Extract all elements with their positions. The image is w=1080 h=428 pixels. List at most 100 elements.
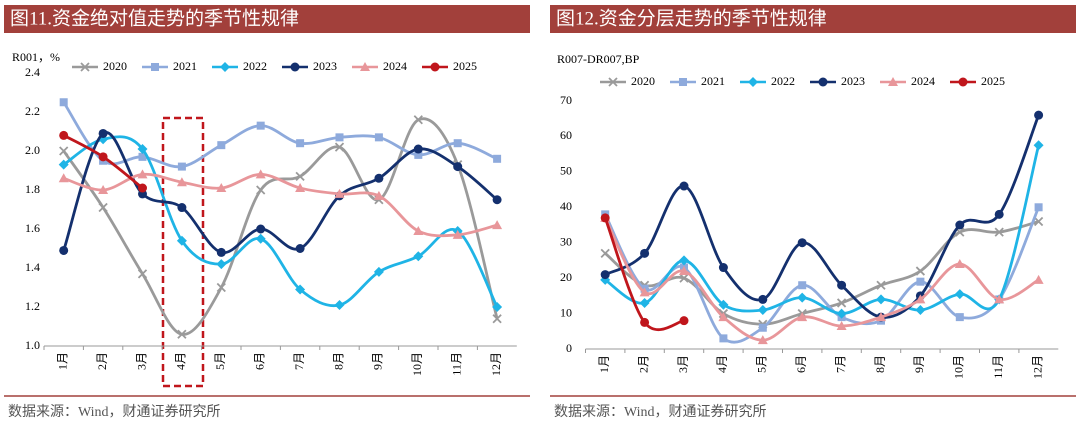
marker — [255, 233, 266, 244]
marker — [360, 62, 370, 71]
marker — [290, 62, 300, 72]
series-line — [604, 114, 1040, 319]
marker — [216, 247, 226, 257]
marker — [837, 280, 847, 290]
title-bar — [550, 5, 1076, 33]
marker — [137, 144, 148, 155]
x-tick-label: 1月 — [597, 355, 611, 373]
x-tick-label: 8月 — [873, 355, 887, 373]
marker — [679, 266, 689, 276]
marker — [256, 121, 265, 130]
y-axis-label: R007-DR007,BP — [557, 52, 640, 66]
x-tick-label: 5月 — [213, 352, 227, 370]
series-line — [603, 217, 1040, 342]
legend-label: 2022 — [243, 59, 267, 73]
marker — [640, 317, 650, 327]
x-tick-label: 6月 — [794, 355, 808, 373]
marker — [600, 248, 610, 258]
x-tick-label: 6月 — [252, 352, 266, 370]
marker — [414, 150, 423, 159]
x-tick-label: 9月 — [371, 352, 385, 370]
y-tick-label: 2.2 — [25, 104, 40, 118]
marker — [797, 312, 808, 322]
marker — [335, 133, 344, 142]
marker — [255, 169, 266, 179]
marker — [295, 171, 305, 181]
title-bar — [4, 5, 530, 33]
marker — [98, 152, 108, 162]
marker — [493, 154, 502, 163]
marker — [216, 259, 227, 270]
marker — [798, 281, 807, 290]
marker — [958, 77, 968, 87]
y-tick-label: 1.2 — [25, 299, 40, 313]
marker — [797, 292, 808, 303]
marker — [413, 225, 424, 235]
y-tick-label: 30 — [560, 234, 572, 248]
marker — [876, 312, 886, 322]
marker — [374, 133, 383, 142]
y-tick-label: 1.0 — [25, 338, 40, 352]
legend-label: 2020 — [631, 74, 655, 88]
marker — [216, 183, 227, 193]
marker — [137, 169, 148, 179]
chart-title: 图11.资金绝对值走势的季节性规律 — [10, 7, 299, 29]
marker — [1034, 110, 1044, 120]
marker — [98, 202, 108, 213]
x-tick-label: 3月 — [676, 355, 690, 373]
marker — [718, 299, 729, 310]
x-tick-label: 4月 — [174, 352, 188, 370]
marker — [374, 173, 384, 183]
marker — [758, 323, 767, 332]
marker — [994, 227, 1004, 237]
marker — [492, 220, 503, 230]
legend-label: 2023 — [841, 74, 865, 88]
marker — [954, 258, 965, 268]
marker — [600, 270, 610, 280]
x-tick-label: 12月 — [489, 352, 503, 376]
y-tick-label: 2.0 — [25, 143, 40, 157]
marker — [256, 224, 266, 234]
marker — [176, 235, 187, 246]
x-tick-label: 4月 — [715, 355, 729, 373]
x-tick-label: 11月 — [991, 355, 1005, 379]
marker — [679, 255, 689, 266]
legend-label: 2024 — [911, 74, 935, 88]
marker — [492, 314, 502, 324]
x-tick-label: 2月 — [95, 352, 109, 370]
marker — [888, 77, 898, 86]
y-tick-label: 1.6 — [25, 221, 40, 235]
legend-label: 2021 — [701, 74, 725, 88]
marker — [98, 128, 108, 138]
marker — [296, 139, 305, 148]
marker — [295, 244, 305, 253]
y-tick-label: 2.4 — [25, 65, 40, 79]
marker — [818, 77, 828, 87]
marker — [639, 297, 650, 308]
x-tick-label: 10月 — [410, 352, 424, 376]
legend-label: 2025 — [981, 74, 1005, 88]
marker — [59, 245, 69, 255]
series-line — [63, 172, 498, 238]
legend-label: 2020 — [103, 59, 127, 73]
marker — [994, 209, 1004, 219]
marker — [679, 273, 689, 283]
marker — [876, 294, 886, 305]
series-line — [62, 135, 499, 308]
marker — [413, 251, 424, 262]
marker — [59, 146, 69, 156]
marker — [915, 266, 926, 276]
x-tick-label: 11月 — [449, 352, 463, 376]
legend-label: 2021 — [173, 59, 197, 73]
marker — [1033, 140, 1044, 151]
marker — [915, 294, 926, 304]
y-tick-label: 40 — [560, 199, 572, 213]
marker — [1033, 274, 1044, 284]
x-tick-label: 10月 — [952, 355, 966, 379]
marker — [718, 312, 729, 322]
marker — [98, 185, 109, 194]
marker — [492, 195, 502, 205]
marker — [220, 62, 230, 72]
marker — [757, 335, 768, 345]
